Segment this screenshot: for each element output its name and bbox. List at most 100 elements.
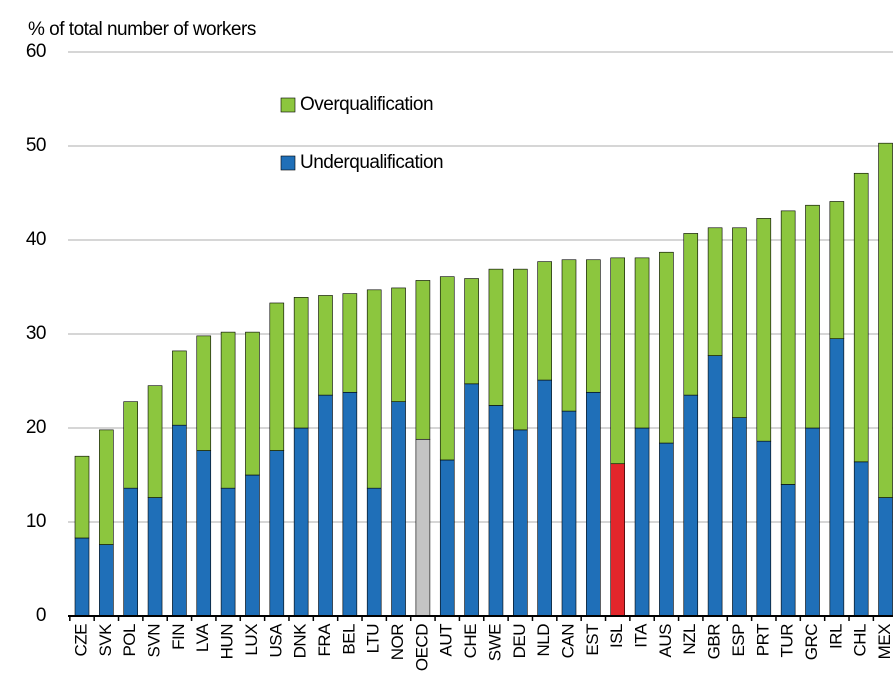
legend-swatch bbox=[280, 97, 296, 113]
y-tick-label: 40 bbox=[26, 229, 46, 250]
x-tick-label: GRC bbox=[802, 624, 821, 661]
bar-segment bbox=[293, 297, 309, 429]
x-tick-label: LTU bbox=[364, 624, 383, 653]
bar-segment bbox=[147, 385, 163, 498]
bar-segment bbox=[659, 251, 674, 444]
y-tick-label: 50 bbox=[26, 135, 46, 156]
bar-segment bbox=[318, 295, 333, 396]
x-tick-label: LUX bbox=[242, 624, 261, 656]
bar-segment bbox=[488, 405, 504, 617]
bar-segment bbox=[634, 427, 650, 617]
bar-segment bbox=[561, 410, 577, 617]
bar-segment bbox=[439, 459, 455, 617]
bar-segment bbox=[293, 427, 309, 617]
y-tick-label: 60 bbox=[26, 41, 46, 62]
bar-segment bbox=[74, 537, 90, 617]
x-tick-label: NLD bbox=[534, 624, 553, 657]
y-axis-label: % of total number of workers bbox=[28, 19, 256, 40]
legend-label: Overqualification bbox=[300, 94, 433, 115]
bar-segment bbox=[853, 172, 869, 463]
x-tick-label: CHL bbox=[851, 624, 870, 657]
x-tick-label: SWE bbox=[485, 624, 504, 661]
bar-segment bbox=[99, 544, 114, 617]
bar-segment bbox=[99, 429, 114, 545]
y-tick-label: 20 bbox=[26, 417, 46, 438]
bar-segment bbox=[269, 450, 285, 617]
x-tick-label: AUS bbox=[656, 624, 675, 658]
bar-segment bbox=[488, 268, 504, 406]
bar-segment bbox=[853, 461, 869, 617]
x-tick-label: SVK bbox=[96, 623, 115, 657]
legend-swatch bbox=[280, 155, 296, 171]
bar-segment bbox=[610, 463, 626, 617]
x-tick-label: OECD bbox=[412, 624, 431, 671]
bar-segment bbox=[756, 440, 772, 617]
x-tick-label: GBR bbox=[705, 624, 724, 660]
bar-segment bbox=[561, 259, 577, 412]
x-tick-label: ITA bbox=[632, 623, 651, 648]
bar-segment bbox=[464, 383, 479, 617]
bar-segment bbox=[878, 497, 893, 617]
bar-segment bbox=[74, 455, 90, 539]
x-tick-label: IRL bbox=[826, 624, 845, 649]
x-tick-label: NOR bbox=[388, 624, 407, 661]
x-tick-label: LVA bbox=[193, 623, 212, 652]
legend-label: Underqualification bbox=[300, 152, 443, 173]
bar-segment bbox=[147, 497, 163, 617]
bar-segment bbox=[366, 289, 382, 489]
x-tick-label: ISL bbox=[607, 624, 626, 648]
bar-segment bbox=[269, 302, 285, 451]
x-tick-label: DEU bbox=[510, 624, 529, 658]
x-tick-label: CZE bbox=[71, 624, 90, 657]
x-tick-label: AUT bbox=[437, 624, 456, 657]
bar-segment bbox=[707, 355, 723, 617]
x-tick-label: HUN bbox=[218, 624, 237, 659]
x-tick-label: PRT bbox=[753, 624, 772, 656]
x-tick-label: CAN bbox=[558, 624, 577, 658]
bar-segment bbox=[878, 142, 893, 498]
bar-segment bbox=[707, 227, 723, 356]
bar-segment bbox=[780, 210, 796, 485]
bar-segment bbox=[634, 257, 650, 429]
x-tick-label: FRA bbox=[315, 623, 334, 657]
bar-segment bbox=[805, 427, 820, 617]
x-tick-label: CHE bbox=[461, 624, 480, 659]
bar-segment bbox=[342, 391, 358, 617]
x-tick-label: USA bbox=[266, 623, 285, 658]
bar-segment bbox=[172, 424, 187, 617]
x-tick-label: NZL bbox=[680, 624, 699, 655]
bar-segment bbox=[391, 287, 406, 402]
bar-segment bbox=[537, 261, 552, 381]
bar-segment bbox=[610, 257, 626, 465]
x-tick-label: POL bbox=[120, 624, 139, 657]
bar-segment bbox=[537, 379, 552, 617]
bar-segment bbox=[586, 391, 601, 617]
bar-segment bbox=[342, 293, 358, 393]
bar-segment bbox=[196, 450, 212, 617]
bar-segment bbox=[220, 331, 236, 489]
bar-segment bbox=[366, 487, 382, 617]
bar-segment bbox=[586, 259, 601, 393]
x-tick-label: EST bbox=[583, 624, 602, 656]
bar-segment bbox=[659, 442, 674, 617]
bar-segment bbox=[780, 484, 796, 617]
x-tick-label: FIN bbox=[169, 624, 188, 650]
bar-segment bbox=[732, 227, 747, 418]
y-tick-label: 0 bbox=[36, 605, 46, 626]
bar-segment bbox=[415, 438, 431, 617]
bar-segment bbox=[245, 474, 260, 617]
bar-segment bbox=[464, 278, 479, 385]
bar-segment bbox=[415, 280, 431, 440]
bar-segment bbox=[318, 394, 333, 617]
bar-segment bbox=[220, 487, 236, 617]
bar-segment bbox=[683, 394, 699, 617]
y-tick-label: 30 bbox=[26, 323, 46, 344]
bar-segment bbox=[683, 233, 699, 396]
bar-segment bbox=[123, 401, 138, 489]
bar-segment bbox=[391, 401, 406, 617]
bar-segment bbox=[439, 276, 455, 461]
x-tick-label: MEX bbox=[875, 624, 893, 660]
x-tick-label: DNK bbox=[291, 623, 310, 659]
bar-segment bbox=[123, 487, 138, 617]
